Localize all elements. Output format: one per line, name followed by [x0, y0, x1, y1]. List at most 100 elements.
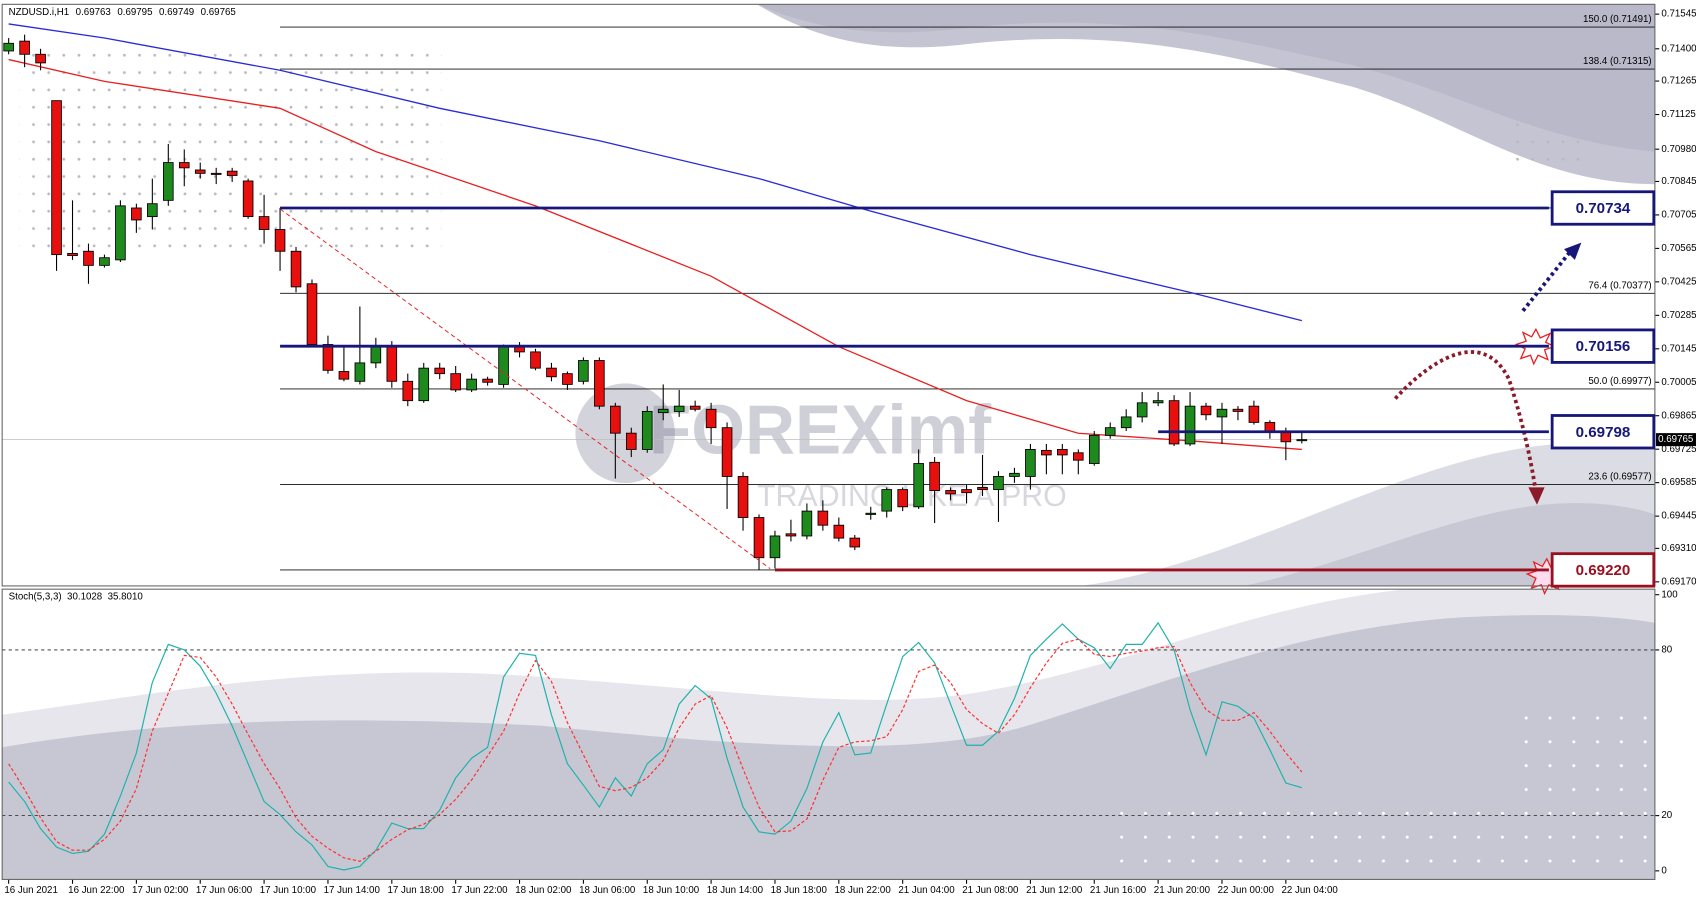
candle-body — [801, 510, 813, 537]
candle-body — [785, 533, 797, 537]
fib-label: 50.0 (0.69977) — [1588, 376, 1651, 387]
candle-body — [578, 360, 589, 382]
y-tick-label: 0.71545 — [1661, 9, 1696, 20]
y-tick-label: 0.70005 — [1661, 377, 1696, 388]
x-tick-label: 18 Jun 06:00 — [579, 885, 636, 896]
y-tick-label: 0.69725 — [1661, 444, 1696, 455]
x-tick-label: 18 Jun 02:00 — [515, 885, 572, 896]
candle-body — [418, 367, 430, 402]
candle-body — [913, 463, 924, 508]
header-field: 35.8010 — [108, 591, 144, 602]
y-tick-label: 0.69585 — [1661, 477, 1696, 488]
candle-body — [1168, 400, 1180, 445]
header-field: Stoch(5,3,3) — [9, 591, 62, 602]
candle-body — [817, 510, 829, 526]
candle-body — [131, 207, 142, 221]
arrow-head — [1564, 242, 1582, 260]
candle-body — [67, 252, 78, 256]
candle-body — [1009, 472, 1020, 477]
candle-body — [769, 535, 781, 559]
x-tick-label: 16 Jun 2021 — [4, 885, 58, 896]
y-tick-label: 0.70285 — [1661, 310, 1696, 321]
annotations: NZDUSD.i,H1 0.69763 0.69795 0.69749 0.697650… — [1, 3, 1696, 880]
y-tick-label: 80 — [1661, 645, 1672, 656]
candle-body — [115, 205, 126, 261]
candle-body — [450, 373, 461, 391]
candle-body — [1025, 448, 1036, 477]
candle-body — [737, 476, 749, 518]
candle-body — [386, 346, 398, 382]
y-tick-label: 0.71265 — [1661, 76, 1696, 87]
candle-body — [210, 172, 222, 175]
candle-body — [881, 489, 893, 512]
candle-body — [705, 408, 717, 429]
level-box — [1550, 328, 1656, 364]
x-tick-label: 18 Jun 22:00 — [835, 885, 892, 896]
candle-body — [466, 378, 477, 391]
candle-body — [242, 180, 254, 218]
y-tick-label: 0.70980 — [1661, 144, 1696, 155]
y-tick-label: 0.70845 — [1661, 176, 1696, 187]
candle-body — [1152, 400, 1164, 404]
y-tick-label: 20 — [1661, 810, 1672, 821]
level-box-label: 0.70156 — [1576, 338, 1631, 355]
x-tick-label: 17 Jun 02:00 — [132, 885, 189, 896]
x-tick-label: 17 Jun 14:00 — [324, 885, 381, 896]
header-field: 0.69795 — [117, 6, 152, 17]
x-tick-label: 18 Jun 10:00 — [643, 885, 700, 896]
candle-body — [370, 346, 382, 364]
candle-body — [929, 461, 940, 491]
candle-body — [610, 405, 621, 434]
candle-body — [1296, 439, 1308, 442]
candle-body — [35, 53, 46, 64]
stoch-line — [8, 621, 1303, 871]
header-field: NZDUSD.i,H1 — [9, 6, 70, 17]
header-field: 0.69765 — [201, 6, 236, 17]
y-tick-label: 0.69865 — [1661, 410, 1696, 421]
level-box — [1550, 190, 1656, 226]
y-tick-label: 0.69310 — [1661, 543, 1696, 554]
candle-body — [1073, 452, 1084, 461]
dot-grid — [1514, 43, 1590, 174]
y-tick-label: 0 — [1661, 865, 1667, 876]
x-tick-label: 21 Jun 20:00 — [1154, 885, 1211, 896]
level-box — [1550, 552, 1656, 588]
candle-body — [274, 229, 286, 252]
candle-body — [1088, 434, 1100, 464]
candle-body — [546, 367, 557, 378]
candle-body — [1136, 402, 1148, 418]
candle-body — [689, 405, 701, 410]
candle-body — [1216, 408, 1228, 418]
chart-header: NZDUSD.i,H1 0.69763 0.69795 0.69749 0.69765 — [9, 6, 236, 17]
moving-average — [8, 23, 1303, 322]
candle-body — [226, 170, 238, 176]
watermark-brand: FOREXimf — [649, 391, 992, 469]
candle-body — [3, 42, 14, 52]
dot-grid — [1508, 703, 1655, 867]
candle-body — [290, 250, 302, 288]
candle-body — [1184, 405, 1196, 445]
stoch-decoration — [2, 589, 1655, 880]
price-tag — [1655, 433, 1696, 447]
candle-body — [1057, 448, 1068, 456]
candle-body — [562, 373, 573, 385]
y-tick-label: 0.70425 — [1661, 276, 1696, 287]
x-tick-label: 21 Jun 16:00 — [1090, 885, 1147, 896]
candle-body — [498, 346, 509, 385]
wave-shape — [757, 4, 1655, 152]
candle-body — [83, 250, 94, 266]
y-tick-label: 0.71400 — [1661, 43, 1696, 54]
candle-body — [1104, 427, 1116, 436]
fib-label: 76.4 (0.70377) — [1588, 280, 1651, 291]
candle-body — [434, 367, 446, 375]
candle-body — [1264, 421, 1276, 432]
candle-body — [641, 410, 653, 450]
y-tick-label: 0.69170 — [1661, 576, 1696, 587]
fib-label: 138.4 (0.71315) — [1583, 56, 1652, 67]
x-tick-label: 21 Jun 08:00 — [962, 885, 1019, 896]
candle-body — [721, 427, 733, 477]
x-tick-label: 17 Jun 06:00 — [196, 885, 253, 896]
